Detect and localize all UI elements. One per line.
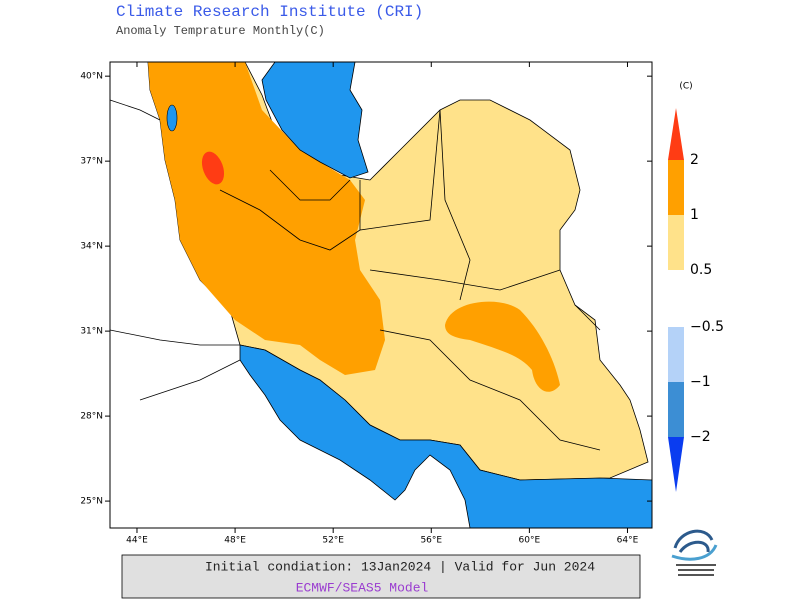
map xyxy=(109,61,653,529)
lat-tick-label: 37°N xyxy=(80,157,103,167)
caspian-sea xyxy=(261,61,369,179)
anomaly-1-2-west xyxy=(148,62,385,375)
colorbar-unit: (C) xyxy=(679,82,692,92)
colorbar-label: −2 xyxy=(690,429,711,445)
logo-swirl xyxy=(678,540,710,553)
borders xyxy=(109,99,601,451)
lat-tick-label: 28°N xyxy=(80,412,103,422)
lat-tick-label: 25°N xyxy=(80,497,103,507)
logo-swirl xyxy=(671,544,718,561)
persian-gulf xyxy=(239,344,653,529)
title: Climate Research Institute (CRI) xyxy=(116,3,423,21)
logo xyxy=(671,529,718,576)
colorbar-segment xyxy=(668,215,684,270)
logo-text-line xyxy=(676,564,716,566)
footer-model: ECMWF/SEAS5 Model xyxy=(296,580,429,595)
logo-text-line xyxy=(678,574,714,576)
lon-tick-label: 48°E xyxy=(224,536,246,546)
colorbar-triangle xyxy=(668,437,684,492)
colorbar-segment xyxy=(668,382,684,437)
logo-swirl xyxy=(673,529,714,549)
colorbar-label: −0.5 xyxy=(690,319,724,335)
lat-tick-label: 40°N xyxy=(80,72,103,82)
footer-box xyxy=(121,554,641,599)
anomaly-above-2 xyxy=(201,151,225,185)
lon-tick-label: 60°E xyxy=(519,536,541,546)
colorbar-triangle xyxy=(668,108,684,160)
logo-text-line xyxy=(678,569,714,571)
lat-tick-label: 31°N xyxy=(80,327,103,337)
lake-urmia xyxy=(166,104,178,132)
anomaly-1-2-east xyxy=(445,301,560,392)
lon-tick-label: 44°E xyxy=(126,536,148,546)
colorbar-segment xyxy=(668,327,684,382)
colorbar-label: 1 xyxy=(690,207,699,223)
lat-tick-label: 34°N xyxy=(80,242,103,252)
colorbar-label: 2 xyxy=(690,152,699,168)
lon-tick-label: 56°E xyxy=(420,536,442,546)
map-frame xyxy=(109,61,653,529)
lon-tick-label: 64°E xyxy=(617,536,639,546)
lon-tick-label: 52°E xyxy=(322,536,344,546)
colorbar-label: 0.5 xyxy=(690,262,712,278)
colorbar-segment xyxy=(668,160,684,215)
colorbar-label: −1 xyxy=(690,374,711,390)
footer-info: Initial condiation: 13Jan2024 | Valid fo… xyxy=(205,559,595,574)
subtitle: Anomaly Temprature Monthly(C) xyxy=(116,24,325,38)
